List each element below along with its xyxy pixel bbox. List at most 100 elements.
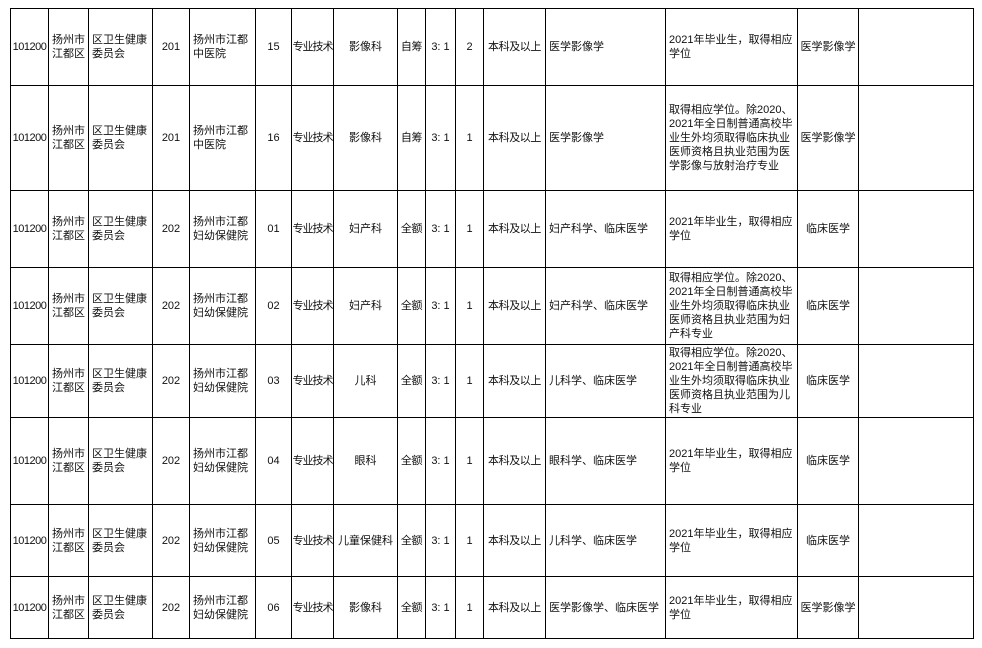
cell-exam-subject: 临床医学 xyxy=(797,504,859,577)
cell-exam-ratio: 3: 1 xyxy=(425,417,456,505)
table-row: 101200 扬州市江都区 区卫生健康委员会 202 扬州市江都妇幼保健院 04… xyxy=(10,417,974,505)
cell-department: 影像科 xyxy=(333,8,398,86)
cell-competent-department: 区卫生健康委员会 xyxy=(88,504,153,577)
cell-remark xyxy=(858,8,974,86)
cell-funding-type: 自筹 xyxy=(397,85,426,191)
cell-position-code: 03 xyxy=(255,344,292,418)
cell-major: 医学影像学、临床医学 xyxy=(545,576,666,639)
cell-department: 影像科 xyxy=(333,576,398,639)
cell-exam-ratio: 3: 1 xyxy=(425,344,456,418)
cell-position-type: 专业技术 xyxy=(291,85,334,191)
cell-remark xyxy=(858,85,974,191)
cell-funding-type: 全额 xyxy=(397,267,426,345)
cell-position-code: 04 xyxy=(255,417,292,505)
cell-position-type: 专业技术 xyxy=(291,8,334,86)
cell-competent-department: 区卫生健康委员会 xyxy=(88,267,153,345)
cell-district: 扬州市江都区 xyxy=(48,504,89,577)
cell-position-type: 专业技术 xyxy=(291,417,334,505)
cell-department: 影像科 xyxy=(333,85,398,191)
cell-position-code: 02 xyxy=(255,267,292,345)
cell-education: 本科及以上 xyxy=(483,344,546,418)
cell-exam-subject: 临床医学 xyxy=(797,344,859,418)
cell-unit-code: 202 xyxy=(152,576,190,639)
cell-district: 扬州市江都区 xyxy=(48,267,89,345)
cell-department: 儿童保健科 xyxy=(333,504,398,577)
cell-unit-code: 201 xyxy=(152,8,190,86)
cell-competent-department: 区卫生健康委员会 xyxy=(88,85,153,191)
cell-funding-type: 全额 xyxy=(397,576,426,639)
cell-funding-type: 全额 xyxy=(397,344,426,418)
cell-competent-department: 区卫生健康委员会 xyxy=(88,8,153,86)
cell-other-requirements: 2021年毕业生，取得相应学位 xyxy=(665,190,798,268)
cell-unit-code: 202 xyxy=(152,417,190,505)
cell-headcount: 1 xyxy=(455,504,484,577)
table-row: 101200 扬州市江都区 区卫生健康委员会 202 扬州市江都妇幼保健院 02… xyxy=(10,267,974,345)
cell-headcount: 1 xyxy=(455,190,484,268)
cell-position-type: 专业技术 xyxy=(291,344,334,418)
cell-department: 妇产科 xyxy=(333,267,398,345)
table-row: 101200 扬州市江都区 区卫生健康委员会 202 扬州市江都妇幼保健院 06… xyxy=(10,576,974,639)
cell-position-code: 15 xyxy=(255,8,292,86)
cell-major: 眼科学、临床医学 xyxy=(545,417,666,505)
cell-district: 扬州市江都区 xyxy=(48,344,89,418)
cell-unit-code: 202 xyxy=(152,267,190,345)
cell-major: 妇产科学、临床医学 xyxy=(545,190,666,268)
cell-other-requirements: 取得相应学位。除2020、2021年全日制普通高校毕业生外均须取得临床执业医师资… xyxy=(665,344,798,418)
cell-exam-ratio: 3: 1 xyxy=(425,576,456,639)
cell-major: 医学影像学 xyxy=(545,85,666,191)
cell-district: 扬州市江都区 xyxy=(48,576,89,639)
cell-exam-ratio: 3: 1 xyxy=(425,504,456,577)
cell-unit-code: 202 xyxy=(152,504,190,577)
cell-other-requirements: 取得相应学位。除2020、2021年全日制普通高校毕业生外均须取得临床执业医师资… xyxy=(665,267,798,345)
cell-position-code: 16 xyxy=(255,85,292,191)
cell-region-code: 101200 xyxy=(10,576,49,639)
cell-education: 本科及以上 xyxy=(483,85,546,191)
cell-remark xyxy=(858,190,974,268)
cell-exam-ratio: 3: 1 xyxy=(425,190,456,268)
cell-education: 本科及以上 xyxy=(483,8,546,86)
cell-unit-name: 扬州市江都妇幼保健院 xyxy=(189,576,256,639)
cell-exam-ratio: 3: 1 xyxy=(425,8,456,86)
cell-funding-type: 全额 xyxy=(397,504,426,577)
cell-major: 妇产科学、临床医学 xyxy=(545,267,666,345)
cell-remark xyxy=(858,344,974,418)
table-row: 101200 扬州市江都区 区卫生健康委员会 201 扬州市江都中医院 15 专… xyxy=(10,8,974,86)
cell-department: 儿科 xyxy=(333,344,398,418)
cell-region-code: 101200 xyxy=(10,504,49,577)
cell-district: 扬州市江都区 xyxy=(48,417,89,505)
cell-unit-name: 扬州市江都中医院 xyxy=(189,85,256,191)
cell-education: 本科及以上 xyxy=(483,576,546,639)
cell-region-code: 101200 xyxy=(10,344,49,418)
cell-district: 扬州市江都区 xyxy=(48,8,89,86)
cell-funding-type: 全额 xyxy=(397,190,426,268)
cell-education: 本科及以上 xyxy=(483,190,546,268)
cell-unit-name: 扬州市江都中医院 xyxy=(189,8,256,86)
cell-other-requirements: 2021年毕业生，取得相应学位 xyxy=(665,8,798,86)
cell-funding-type: 自筹 xyxy=(397,8,426,86)
cell-exam-subject: 医学影像学 xyxy=(797,8,859,86)
cell-region-code: 101200 xyxy=(10,8,49,86)
cell-region-code: 101200 xyxy=(10,267,49,345)
cell-exam-subject: 临床医学 xyxy=(797,190,859,268)
cell-other-requirements: 取得相应学位。除2020、2021年全日制普通高校毕业生外均须取得临床执业医师资… xyxy=(665,85,798,191)
cell-unit-name: 扬州市江都妇幼保健院 xyxy=(189,344,256,418)
cell-department: 妇产科 xyxy=(333,190,398,268)
cell-unit-name: 扬州市江都妇幼保健院 xyxy=(189,190,256,268)
cell-region-code: 101200 xyxy=(10,85,49,191)
cell-unit-code: 201 xyxy=(152,85,190,191)
cell-other-requirements: 2021年毕业生，取得相应学位 xyxy=(665,504,798,577)
cell-competent-department: 区卫生健康委员会 xyxy=(88,417,153,505)
cell-exam-subject: 临床医学 xyxy=(797,267,859,345)
cell-unit-name: 扬州市江都妇幼保健院 xyxy=(189,504,256,577)
table-row: 101200 扬州市江都区 区卫生健康委员会 202 扬州市江都妇幼保健院 03… xyxy=(10,344,974,418)
cell-remark xyxy=(858,417,974,505)
table-row: 101200 扬州市江都区 区卫生健康委员会 202 扬州市江都妇幼保健院 01… xyxy=(10,190,974,268)
cell-exam-subject: 医学影像学 xyxy=(797,85,859,191)
cell-education: 本科及以上 xyxy=(483,417,546,505)
cell-other-requirements: 2021年毕业生，取得相应学位 xyxy=(665,417,798,505)
cell-unit-code: 202 xyxy=(152,190,190,268)
cell-headcount: 1 xyxy=(455,85,484,191)
cell-district: 扬州市江都区 xyxy=(48,190,89,268)
cell-major: 医学影像学 xyxy=(545,8,666,86)
